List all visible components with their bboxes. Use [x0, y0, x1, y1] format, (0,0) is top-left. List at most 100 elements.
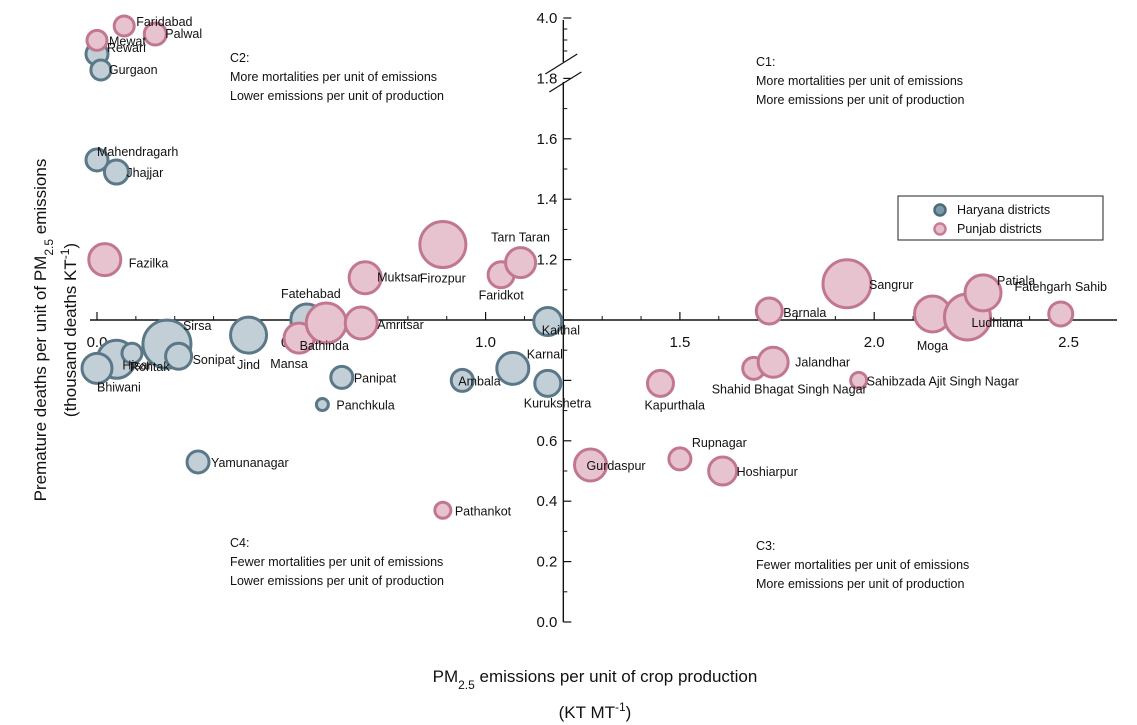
bubble-bhiwani: [80, 351, 114, 385]
bubble-amritsar: [343, 305, 379, 341]
bubble-bathinda: [304, 301, 348, 345]
bubble-patiala: [963, 273, 1003, 313]
point-label-shahid-bhagat-singh-nagar: Shahid Bhagat Singh Nagar: [712, 382, 867, 396]
x-axis-title: PM2.5 emissions per unit of crop product…: [433, 667, 758, 692]
point-label-kurukshetra: Kurukshetra: [524, 396, 591, 410]
legend-label: Punjab districts: [957, 222, 1042, 236]
bubble-karnal: [495, 350, 531, 386]
bubble-faridabad: [112, 14, 136, 38]
bubble-pathankot: [433, 500, 453, 520]
point-label-hoshiarpur: Hoshiarpur: [737, 465, 798, 479]
point-labels: Rewari Gurgaon Mahendragarh Jhajjar Sirsa His…: [97, 15, 1107, 518]
axis-break-mark: [549, 71, 582, 93]
bubble-panipat: [329, 364, 355, 390]
quadrant-c4-text: Fewer mortalities per unit of emissions: [230, 555, 443, 569]
bubble-sahibzada-ajit-singh-nagar: [849, 370, 869, 390]
quadrant-c3-text: C3:: [756, 539, 775, 553]
point-label-mansa: Mansa: [270, 357, 308, 371]
y-tick-label: 4.0: [536, 10, 557, 27]
legend: Haryana districts Punjab districts: [897, 195, 1104, 241]
y-tick-label: 0.2: [536, 554, 557, 571]
bubble-kapurthala: [645, 368, 675, 398]
y-tick-label: 0.4: [536, 493, 557, 510]
point-label-palwal: Palwal: [165, 27, 202, 41]
point-label-sahibzada-ajit-singh-nagar: Sahibzada Ajit Singh Nagar: [867, 374, 1019, 388]
point-label-muktsar: Muktsar: [377, 271, 421, 285]
y-tick-label: 1.2: [536, 252, 557, 269]
legend-marker: [933, 203, 947, 217]
bubble-jind: [229, 315, 269, 355]
point-label-kaithal: Kaithal: [542, 324, 580, 338]
quadrant-annotations: C1: More mortalities per unit of emission…: [230, 51, 969, 591]
point-label-sonipat: Sonipat: [193, 353, 236, 367]
point-label-rewari: Rewari: [107, 41, 146, 55]
bubble-sangrur: [821, 258, 873, 310]
point-label-moga: Moga: [917, 339, 948, 353]
axis-break-mark: [545, 53, 578, 75]
x-tick-label: 2.5: [1058, 334, 1079, 351]
legend-box: [897, 195, 1104, 241]
quadrant-c3-text: Fewer mortalities per unit of emissions: [756, 558, 969, 572]
y-axis-title: Premature deaths per unit of PM2.5 emiss…: [31, 159, 56, 502]
quadrant-c1-text: More mortalities per unit of emissions: [756, 74, 963, 88]
point-label-sangrur: Sangrur: [869, 278, 913, 292]
bubble-panchkula: [314, 397, 330, 413]
bubble-kurukshetra: [533, 368, 563, 398]
y-tick-label: 1.4: [536, 191, 557, 208]
point-label-fazilka: Fazilka: [129, 257, 169, 271]
point-label-patiala: Patiala: [997, 274, 1035, 288]
x-axis-title-units: (KT MT-1): [559, 700, 632, 722]
point-label-faridkot: Faridkot: [479, 289, 525, 303]
bubble-tarn-taran: [504, 246, 538, 280]
point-label-ambala: Ambala: [458, 374, 500, 388]
x-tick-label: 2.0: [864, 334, 885, 351]
point-label-hisar: Hisar: [122, 358, 151, 372]
quadrant-c1-text: C1:: [756, 55, 775, 69]
data-points: [80, 14, 1075, 520]
y-tick-label: 1.8: [536, 70, 557, 87]
bubble-barnala: [754, 296, 784, 326]
point-label-pathankot: Pathankot: [455, 504, 512, 518]
point-label-gurgaon: Gurgaon: [109, 63, 158, 77]
bubble-firozpur: [418, 220, 468, 269]
point-label-rupnagar: Rupnagar: [692, 436, 747, 450]
legend-marker: [933, 222, 947, 236]
point-label-rohtak: Rohtak: [130, 360, 170, 374]
point-label-mewat: Mewat: [109, 34, 146, 48]
quadrant-c4-text: C4:: [230, 536, 249, 550]
point-label-bathinda: Bathinda: [300, 339, 349, 353]
point-label-panchkula: Panchkula: [336, 399, 394, 413]
bubble-ambala: [449, 367, 475, 393]
point-label-tarn-taran: Tarn Taran: [491, 231, 550, 245]
bubble-hoshiarpur: [707, 455, 739, 487]
bubble-rupnagar: [667, 446, 693, 472]
point-label-firozpur: Firozpur: [420, 272, 466, 286]
bubble-gurgaon: [89, 58, 113, 82]
quadrant-c1-text: More emissions per unit of production: [756, 93, 964, 107]
point-label-ludhiana: Ludhiana: [971, 316, 1022, 330]
point-label-gurdaspur: Gurdaspur: [587, 459, 646, 473]
bubble-mahendragarh: [84, 147, 110, 173]
y-tick-label: 0.6: [536, 433, 557, 450]
point-label-jhajjar: Jhajjar: [126, 166, 163, 180]
quadrant-c2-text: More mortalities per unit of emissions: [230, 70, 437, 84]
quadrant-c3-text: More emissions per unit of production: [756, 577, 964, 591]
point-label-karnal: Karnal: [527, 347, 563, 361]
point-label-faridabad: Faridabad: [136, 15, 192, 29]
bubble-kaithal: [532, 306, 564, 338]
bubble-gurdaspur: [573, 447, 609, 483]
point-label-mahendragarh: Mahendragarh: [97, 145, 178, 159]
bubble-fatehgarh-sahib: [1047, 300, 1075, 328]
x-tick-label: 1.0: [475, 334, 496, 351]
point-label-barnala: Barnala: [783, 306, 826, 320]
point-label-fatehgarh-sahib: Fatehgarh Sahib: [1015, 280, 1107, 294]
point-label-panipat: Panipat: [354, 371, 397, 385]
point-label-sirsa: Sirsa: [183, 319, 212, 333]
bubble-palwal: [142, 21, 168, 47]
point-label-jind: Jind: [237, 358, 260, 372]
x-tick-label: 1.5: [669, 334, 690, 351]
bubble-sonipat: [164, 341, 194, 371]
y-tick-label: 1.6: [536, 131, 557, 148]
bubble-jhajjar: [102, 158, 130, 186]
